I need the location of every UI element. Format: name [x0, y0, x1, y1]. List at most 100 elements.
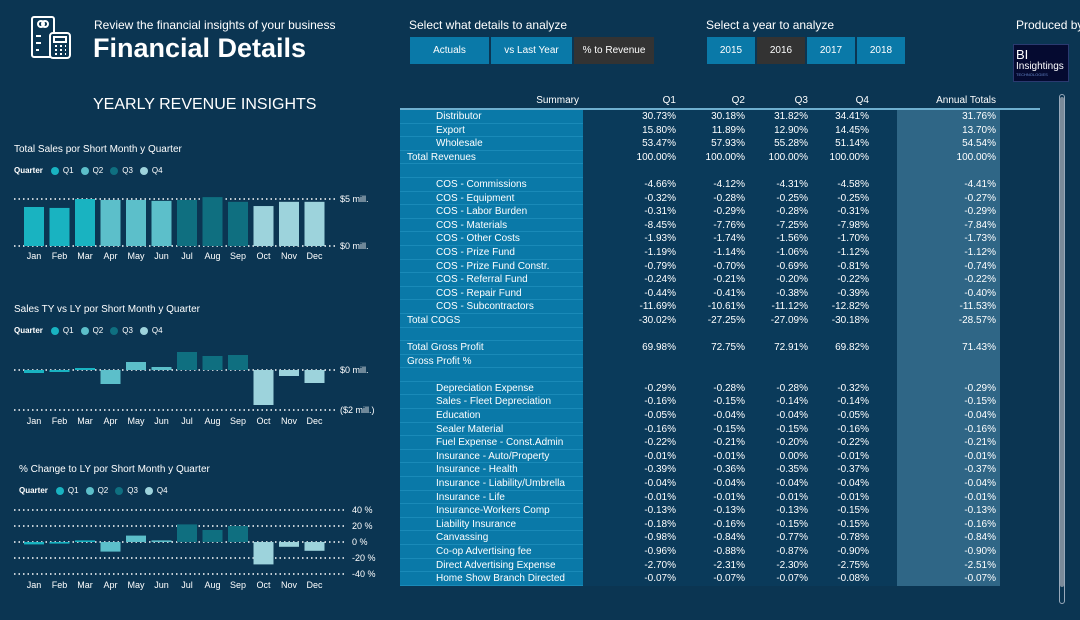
bar-may[interactable] [126, 535, 146, 542]
cell-q1: -0.32% [617, 191, 680, 206]
bar-feb[interactable] [49, 542, 70, 544]
x-tick-label: Jan [27, 580, 42, 590]
table-row: Insurance - Health -0.39% -0.36% -0.35% … [400, 463, 1040, 478]
cell-q1: -30.02% [617, 313, 680, 328]
bar-jun[interactable] [151, 200, 172, 246]
bar-sep[interactable] [228, 526, 248, 542]
bar-jan[interactable] [24, 206, 44, 246]
cell-annual-total: -11.53% [897, 300, 1000, 314]
cell-q2: 72.75% [680, 341, 749, 355]
table-row: Fuel Expense - Const.Admin -0.22% -0.21%… [400, 436, 1040, 450]
table-row: Total COGS -30.02% -27.25% -27.09% -30.1… [400, 313, 1040, 328]
legend-item: Q3 [122, 326, 133, 335]
bar-dec[interactable] [304, 370, 325, 383]
legend-dot-Q2 [80, 326, 89, 335]
header-q1[interactable]: Q1 [617, 92, 680, 108]
legend-dot-Q3 [110, 326, 119, 335]
header-q3[interactable]: Q3 [749, 92, 812, 108]
year-button-2018[interactable]: 2018 [857, 37, 906, 64]
bar-jun[interactable] [151, 367, 172, 370]
bar-mar[interactable] [75, 540, 95, 542]
cell-q3: 55.28% [749, 137, 812, 151]
bar-feb[interactable] [49, 370, 70, 372]
bar-aug[interactable] [202, 530, 223, 542]
cell-annual-total [897, 368, 1000, 382]
header-q4[interactable]: Q4 [812, 92, 873, 108]
table-row: Insurance-Workers Comp -0.13% -0.13% -0.… [400, 504, 1040, 518]
details-button-0[interactable]: Actuals [410, 37, 490, 64]
row-label: Insurance - Health [400, 463, 583, 478]
details-button-1[interactable]: vs Last Year [491, 37, 573, 64]
table-row: Export 15.80% 11.89% 12.90% 14.45% 13.70… [400, 123, 1040, 138]
cell-q4: -1.70% [812, 232, 873, 246]
table-row: Depreciation Expense -0.29% -0.28% -0.28… [400, 381, 1040, 396]
bar-nov[interactable] [279, 542, 299, 547]
table-row: Total Gross Profit 69.98% 72.75% 72.91% … [400, 341, 1040, 355]
table-row: COS - Materials -8.45% -7.76% -7.25% -7.… [400, 218, 1040, 233]
chart-legend-1: Quarter Q1 Q2 Q3 Q4 [14, 326, 166, 335]
bar-nov[interactable] [279, 201, 299, 246]
cell-q4: 14.45% [812, 123, 873, 138]
bar-may[interactable] [126, 199, 146, 246]
x-tick-label: Jul [181, 416, 193, 426]
bar-aug[interactable] [202, 356, 223, 370]
cell-q1: -0.24% [617, 273, 680, 287]
x-tick-label: Dec [306, 416, 323, 426]
bar-dec[interactable] [304, 201, 325, 246]
cell-q2: -0.21% [680, 273, 749, 287]
cell-q1: -0.04% [617, 477, 680, 491]
bar-feb[interactable] [49, 207, 70, 246]
legend-dot-Q4 [144, 486, 153, 495]
bar-dec[interactable] [304, 542, 325, 551]
legend-item: Q4 [151, 166, 163, 175]
bar-jan[interactable] [24, 370, 44, 373]
bar-apr[interactable] [100, 199, 121, 246]
cell-annual-total: -0.15% [897, 395, 1000, 410]
legend-item: Q2 [92, 326, 104, 335]
bar-jul[interactable] [177, 199, 197, 246]
year-button-2017[interactable]: 2017 [807, 37, 856, 64]
bar-nov[interactable] [279, 370, 299, 376]
bar-apr[interactable] [100, 370, 121, 384]
cell-annual-total: -0.04% [897, 409, 1000, 423]
legend-title: Quarter [14, 166, 43, 175]
bar-mar[interactable] [75, 368, 95, 370]
x-tick-label: Jun [154, 416, 169, 426]
bar-may[interactable] [126, 362, 146, 370]
bar-jul[interactable] [177, 524, 197, 542]
bar-jun[interactable] [151, 540, 172, 542]
cell-annual-total: -0.13% [897, 504, 1000, 518]
cell-annual-total: -0.74% [897, 259, 1000, 274]
cell-q2 [680, 327, 749, 342]
bar-aug[interactable] [202, 197, 223, 246]
year-button-2016[interactable]: 2016 [757, 37, 806, 64]
cell-q1: -0.31% [617, 205, 680, 219]
bar-sep[interactable] [228, 355, 248, 370]
x-tick-label: Aug [204, 580, 220, 590]
header-annual-totals[interactable]: Annual Totals [873, 92, 1000, 108]
header-summary[interactable]: Summary [400, 92, 583, 108]
cell-q1: -0.05% [617, 409, 680, 423]
details-button-2[interactable]: % to Revenue [574, 37, 655, 64]
cell-q3: -0.77% [749, 531, 812, 545]
year-button-2015[interactable]: 2015 [707, 37, 756, 64]
cell-q3: -0.38% [749, 286, 812, 301]
cell-q3: -0.04% [749, 477, 812, 491]
row-label: Export [400, 123, 583, 138]
table-scrollbar[interactable] [1059, 94, 1065, 604]
cell-annual-total: -0.16% [897, 517, 1000, 532]
scrollbar-thumb[interactable] [1060, 97, 1064, 587]
bar-oct[interactable] [253, 206, 274, 246]
bar-jan[interactable] [24, 542, 44, 545]
cell-q4: -30.18% [812, 313, 873, 328]
bar-mar[interactable] [75, 199, 95, 246]
bar-jul[interactable] [177, 352, 197, 370]
x-tick-label: Jan [27, 251, 42, 261]
bar-oct[interactable] [253, 542, 274, 565]
bar-oct[interactable] [253, 370, 274, 405]
header-q2[interactable]: Q2 [680, 92, 749, 108]
cell-annual-total: 13.70% [897, 123, 1000, 138]
bar-apr[interactable] [100, 542, 121, 552]
bar-sep[interactable] [228, 201, 248, 246]
row-label: Education [400, 409, 583, 423]
